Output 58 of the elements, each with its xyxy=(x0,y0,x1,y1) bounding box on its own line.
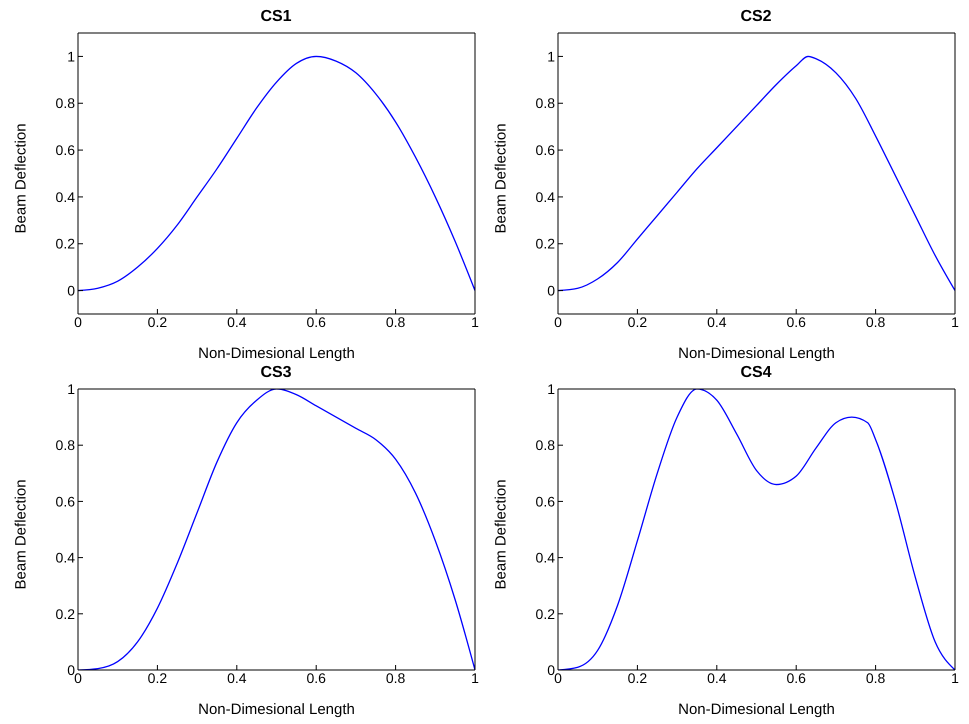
y-axis-title: Beam Deflection xyxy=(492,479,510,590)
y-tick-label: 0 xyxy=(547,282,556,299)
y-tick-label: 1 xyxy=(547,48,556,64)
y-tick-label: 0.6 xyxy=(536,493,556,510)
y-tick-label: 0.8 xyxy=(536,437,556,454)
y-axis-title: Beam Deflection xyxy=(492,123,510,234)
x-tick-label: 1 xyxy=(951,670,960,686)
x-tick-label: 0.8 xyxy=(866,670,886,686)
x-axis-title: Non-Dimesional Length xyxy=(678,345,835,362)
y-axis-title: Beam Deflection xyxy=(12,479,30,590)
chart-title: CS4 xyxy=(740,364,772,381)
y-tick-label: 0.4 xyxy=(536,550,556,566)
y-tick-label: 0.2 xyxy=(536,606,556,622)
x-tick-label: 0.4 xyxy=(707,670,727,686)
x-tick-label: 1 xyxy=(951,314,960,330)
x-tick-label: 0.6 xyxy=(306,314,326,330)
y-axis-title: Beam Deflection xyxy=(12,123,30,234)
y-tick-label: 0.6 xyxy=(536,142,556,158)
x-tick-label: 1 xyxy=(471,670,480,686)
y-tick-label: 0.8 xyxy=(56,95,76,112)
y-tick-label: 1 xyxy=(67,48,76,64)
line-series xyxy=(78,56,475,292)
x-tick-label: 0.4 xyxy=(227,670,247,686)
x-tick-label: 0.8 xyxy=(866,314,886,330)
line-series xyxy=(558,389,955,670)
x-tick-label: 0.4 xyxy=(707,314,727,330)
y-tick-label: 0.6 xyxy=(56,493,76,510)
line-series xyxy=(78,389,475,670)
x-axis-title: Non-Dimesional Length xyxy=(198,345,355,362)
y-tick-label: 0.4 xyxy=(56,188,76,205)
x-axis-title: Non-Dimesional Length xyxy=(678,701,835,718)
x-tick-label: 0.2 xyxy=(148,670,168,686)
x-tick-label: 0.2 xyxy=(148,314,168,330)
y-tick-label: 0.4 xyxy=(536,188,556,205)
y-tick-label: 0.2 xyxy=(56,236,76,252)
y-tick-label: 0.4 xyxy=(56,550,76,566)
chart-title: CS2 xyxy=(739,8,773,27)
x-tick-label: 1 xyxy=(471,314,480,330)
x-tick-label: 0.2 xyxy=(628,670,648,686)
x-tick-label: 0.6 xyxy=(306,670,326,686)
y-tick-label: 0.2 xyxy=(56,606,76,622)
x-tick-label: 0.8 xyxy=(386,670,406,686)
y-tick-label: 1 xyxy=(547,380,556,397)
x-tick-label: 0.2 xyxy=(628,314,648,330)
x-tick-label: 0.8 xyxy=(386,314,406,330)
y-tick-label: 0.2 xyxy=(536,236,556,252)
y-tick-label: 0.8 xyxy=(56,437,76,454)
y-tick-label: 0.6 xyxy=(56,142,76,158)
y-tick-label: 0 xyxy=(67,282,76,299)
x-tick-label: 0.6 xyxy=(786,670,806,686)
x-tick-label: 0.4 xyxy=(227,314,247,330)
x-axis-title: Non-Dimesional Length xyxy=(198,701,355,718)
y-tick-label: 1 xyxy=(67,380,76,397)
x-tick-label: 0.6 xyxy=(786,314,806,330)
chart-title: CS1 xyxy=(259,8,293,27)
line-series xyxy=(558,56,955,292)
chart-title: CS3 xyxy=(260,364,292,381)
y-tick-label: 0.8 xyxy=(536,95,556,112)
